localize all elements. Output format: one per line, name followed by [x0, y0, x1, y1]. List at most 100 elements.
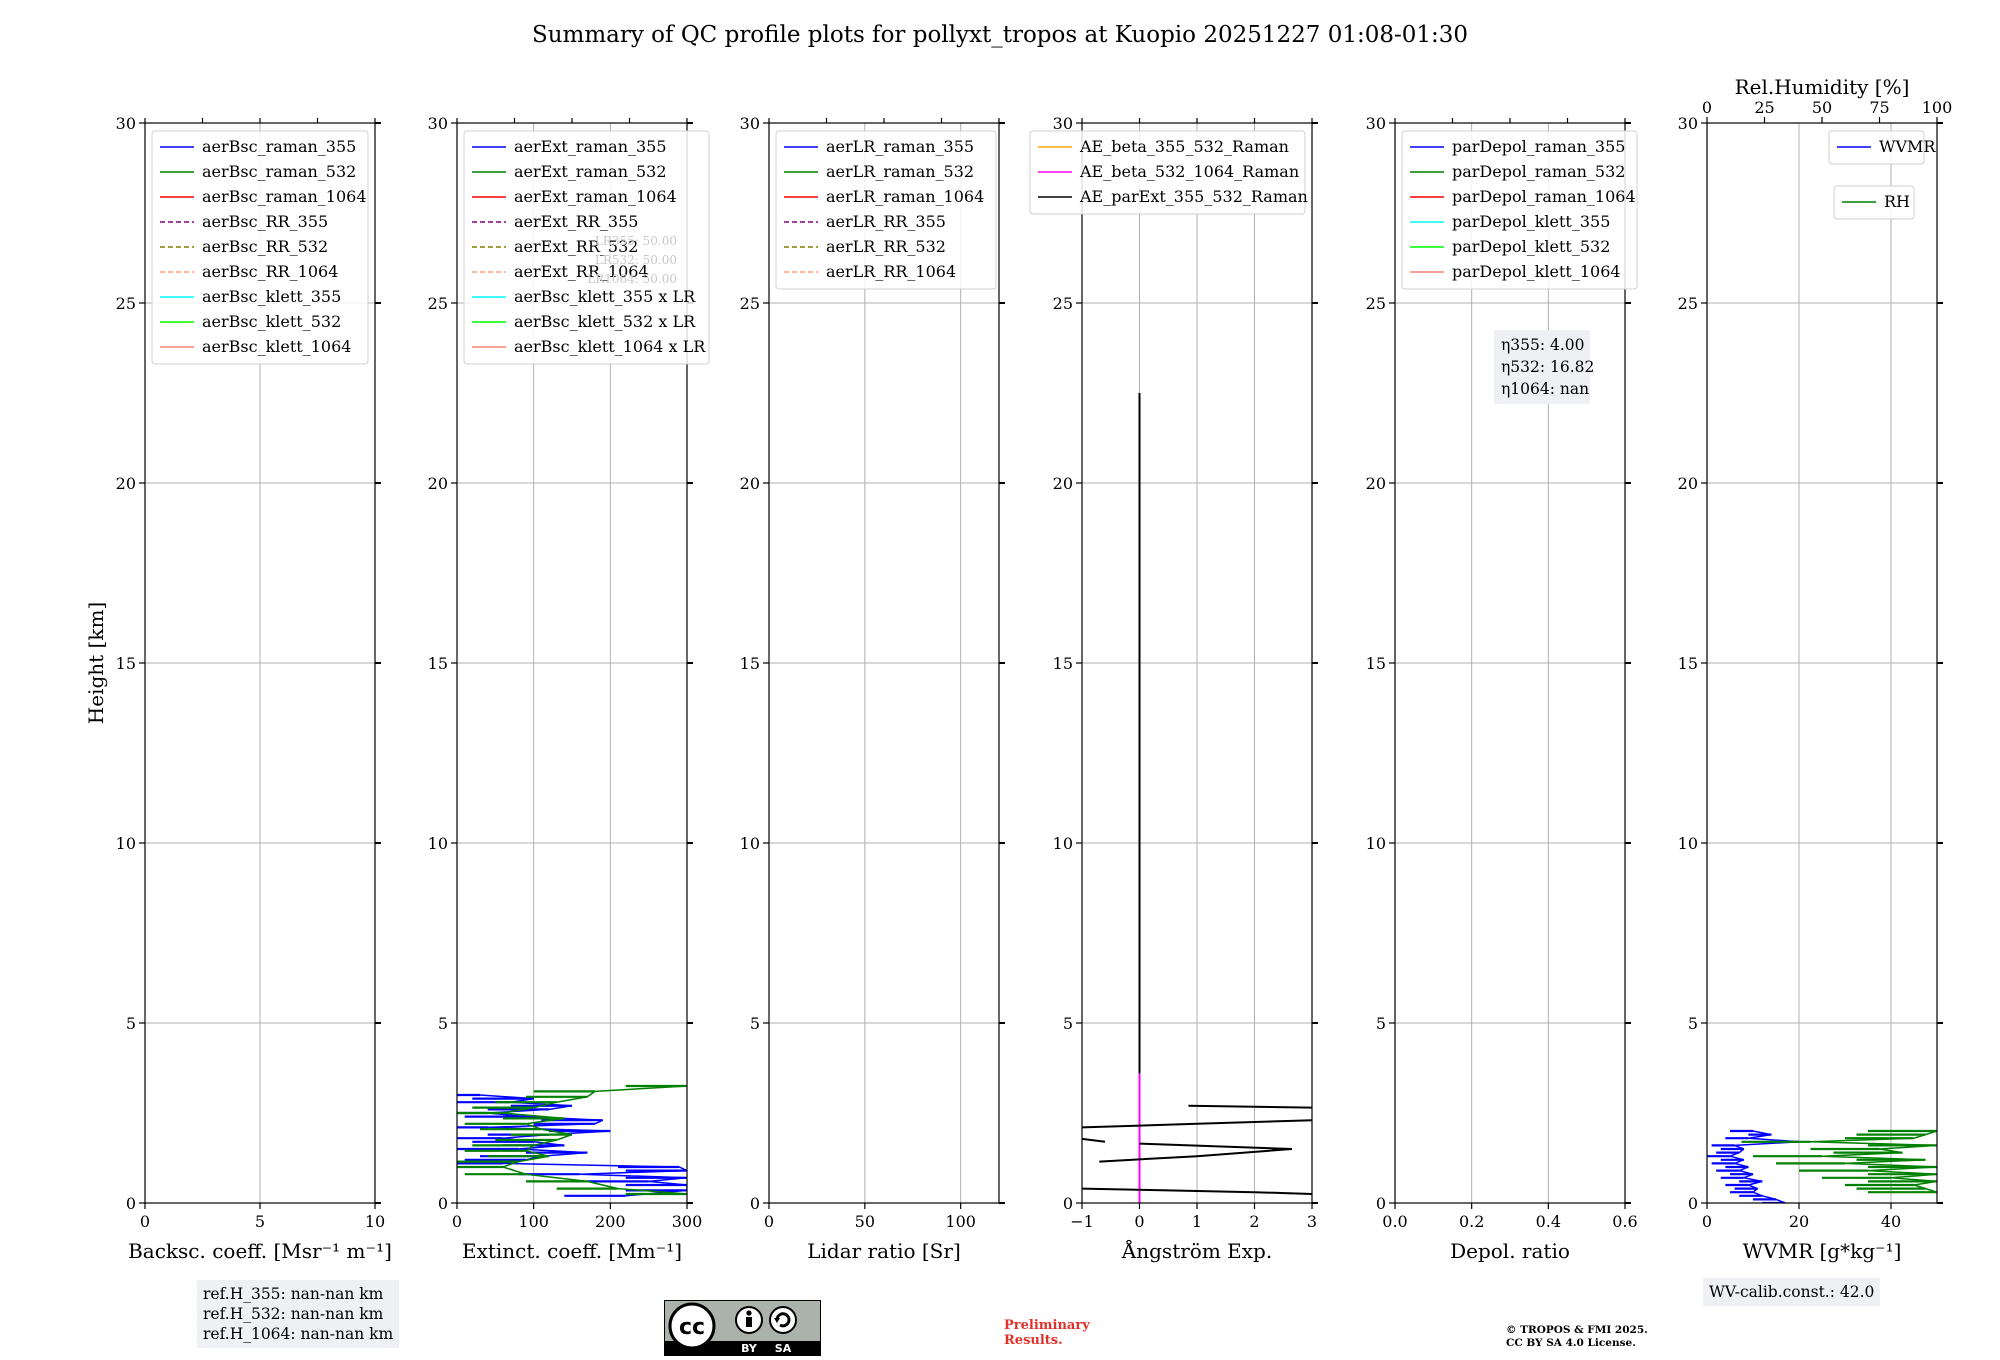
x-tick-label: 5 [255, 1212, 265, 1231]
series-WVMR [1738, 1148, 1745, 1154]
series-aerExt_raman_532 [502, 1166, 527, 1175]
x-tick-label: 0.4 [1536, 1212, 1561, 1231]
top-x-tick-label: 75 [1869, 98, 1889, 117]
series-RH [1925, 1130, 1937, 1136]
x-tick-label: 0.2 [1459, 1212, 1484, 1231]
legend-rh: RH [1833, 185, 1915, 220]
series-aerExt_raman_355 [678, 1166, 687, 1172]
panel-backscatter: 0 5 10 15 20 25 30 0 5 10 Backsc. coeff. [Msr⁻¹ m⁻… [116, 114, 392, 1263]
legend-entry: parDepol_raman_1064 [1452, 187, 1636, 206]
series-aerExt_raman_532 [502, 1160, 519, 1168]
series-aerExt_raman_532 [541, 1128, 573, 1136]
x-tick-label: 0 [452, 1212, 462, 1231]
series-aerExt_raman_532 [556, 1133, 573, 1141]
legend-entry: aerBsc_klett_355 [202, 287, 341, 306]
y-tick-label: 10 [1053, 834, 1073, 853]
series-aerExt_raman_355 [518, 1144, 565, 1150]
series-WVMR [1734, 1162, 1749, 1168]
legend-entry: aerBsc_RR_532 [202, 237, 328, 256]
series-WVMR [1729, 1151, 1740, 1157]
y-tick-label: 10 [428, 834, 448, 853]
series-aerExt_raman_532 [556, 1096, 588, 1103]
legend-frame [463, 130, 710, 365]
x-axis-label: Lidar ratio [Sr] [807, 1239, 961, 1263]
x-tick-label: 200 [595, 1212, 626, 1231]
legend: aerExt_raman_355 aerExt_raman_532 aerExt_r… [463, 130, 710, 365]
x-axis-label: Backsc. coeff. [Msr⁻¹ m⁻¹] [128, 1239, 392, 1263]
axes-frame [768, 122, 1000, 1204]
x-tick-label: 40 [1881, 1212, 1901, 1231]
x-axis-label: WVMR [g*kg⁻¹] [1743, 1239, 1902, 1263]
series-aerExt_raman_532 [502, 1106, 534, 1114]
series-aerExt_raman_355 [479, 1094, 534, 1100]
x-axis-label: Ångström Exp. [1121, 1238, 1272, 1263]
series-WVMR [1748, 1180, 1763, 1186]
series-aerExt_raman_532 [594, 1085, 687, 1093]
x-tick-label: 0 [1134, 1212, 1144, 1231]
faint-lidar-ratio-note: LR355: 50.00 [595, 234, 677, 248]
legend: aerLR_raman_355 aerLR_raman_532 aerLR_rama… [775, 130, 997, 290]
series-aerExt_raman_355 [579, 1173, 687, 1179]
y-tick-label: 20 [1366, 474, 1386, 493]
y-tick-label: 0 [438, 1194, 448, 1213]
series-WVMR [1762, 1195, 1777, 1201]
legend-frame [775, 130, 997, 290]
x-tick-label: 300 [672, 1212, 703, 1231]
series-RH [1890, 1173, 1937, 1179]
legend-entry: RH [1884, 192, 1910, 211]
ref-height-1064: ref.H_1064: nan-nan km [203, 1325, 394, 1343]
legend-frame [1828, 130, 1925, 165]
x-tick-label: 100 [518, 1212, 549, 1231]
series-RH [1879, 1148, 1903, 1154]
eta-value: η1064: nan [1501, 380, 1589, 398]
y-tick-label: 30 [1678, 114, 1698, 133]
series-RH [1810, 1141, 1937, 1147]
series-aerExt_raman_355 [487, 1126, 611, 1132]
series-aerExt_raman_532 [587, 1180, 619, 1190]
y-tick-label: 20 [740, 474, 760, 493]
legend-entry: AE_beta_532_1064_Raman [1079, 162, 1299, 181]
data-layer [457, 1084, 687, 1197]
legend-entry: aerBsc_RR_355 [202, 212, 328, 231]
legend-entry: aerBsc_raman_532 [202, 162, 356, 181]
legend-entry: aerBsc_klett_1064 [202, 337, 351, 356]
series-aerExt_raman_532 [525, 1173, 588, 1183]
series-aerExt_raman_532 [533, 1101, 557, 1109]
legend-entry: aerExt_raman_532 [514, 162, 667, 181]
y-tick-label: 25 [1678, 294, 1698, 313]
eta-value: η532: 16.82 [1501, 358, 1594, 376]
series-aerExt_raman_355 [518, 1148, 588, 1154]
series-AE_parExt_355_532_Raman [1082, 1137, 1106, 1143]
y-tick-label: 5 [1688, 1014, 1698, 1033]
series-WVMR [1748, 1184, 1758, 1190]
y-tick-label: 30 [428, 114, 448, 133]
series-AE_parExt_355_532_Raman [1099, 1142, 1292, 1163]
x-tick-label: 0.0 [1382, 1212, 1407, 1231]
y-tick-label: 15 [1053, 654, 1073, 673]
top-axis-label: Rel.Humidity [%] [1735, 75, 1910, 99]
y-tick-label: 5 [1376, 1014, 1386, 1033]
legend-entry: aerBsc_klett_1064 x LR [514, 337, 706, 356]
x-tick-label: 10 [365, 1212, 385, 1231]
legend-entry: aerExt_raman_355 [514, 137, 667, 156]
ref-height-355: ref.H_355: nan-nan km [203, 1285, 384, 1303]
annotation-box [1494, 330, 1590, 404]
copyright-note: © TROPOS & FMI 2025. CC BY SA 4.0 Licens… [1506, 1324, 1648, 1349]
series-aerExt_raman_355 [548, 1105, 573, 1111]
series-RH [1913, 1133, 1926, 1139]
legend-entry: aerBsc_raman_355 [202, 137, 356, 156]
legend-entry: aerExt_RR_1064 [514, 262, 649, 281]
series-WVMR [1752, 1130, 1772, 1136]
top-x-tick-label: 50 [1812, 98, 1832, 117]
legend-frame [1401, 130, 1638, 290]
y-tick-label: 10 [1366, 834, 1386, 853]
legend-entry: parDepol_raman_532 [1452, 162, 1625, 181]
series-aerExt_raman_532 [586, 1090, 596, 1098]
x-tick-label: 20 [1789, 1212, 1809, 1231]
series-aerExt_raman_532 [525, 1117, 565, 1125]
axes-frame [456, 122, 688, 1204]
y-tick-label: 30 [1053, 114, 1073, 133]
series-aerExt_raman_532 [617, 1187, 687, 1195]
